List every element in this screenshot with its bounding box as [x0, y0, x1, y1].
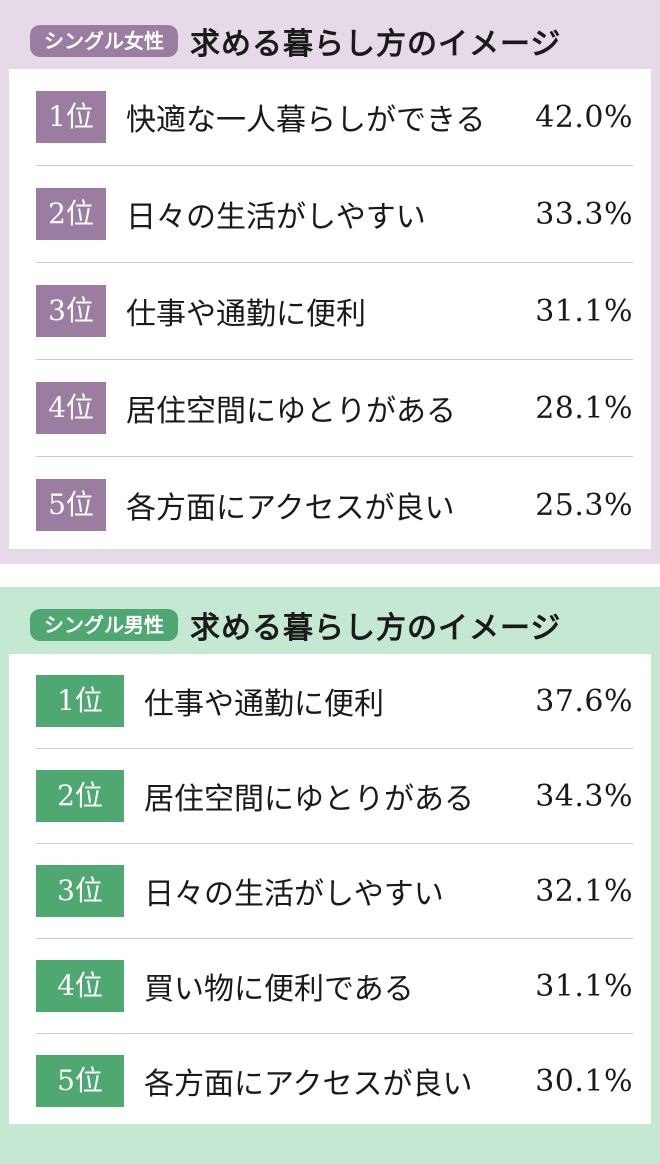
- female-rank-row: 1位 快適な一人暮らしができる 42.0%: [36, 69, 633, 166]
- rank-percent: 28.1%: [535, 390, 633, 426]
- rank-label: 仕事や通勤に便利: [144, 687, 384, 722]
- rank-percent: 31.1%: [535, 293, 633, 329]
- rank-label: 居住空間にゆとりがある: [126, 394, 456, 429]
- female-header: シングル女性 求める暮らし方のイメージ: [30, 19, 561, 63]
- rank-label: 買い物に便利である: [144, 972, 414, 1007]
- rank-label: 居住空間にゆとりがある: [144, 782, 474, 817]
- rank-percent: 33.3%: [535, 196, 633, 232]
- rank-badge: 4位: [36, 382, 106, 434]
- rank-label: 各方面にアクセスが良い: [144, 1067, 473, 1102]
- rank-badge: 1位: [36, 675, 124, 727]
- rank-percent: 30.1%: [535, 1063, 633, 1099]
- rank-percent: 34.3%: [535, 778, 633, 814]
- male-title: 求める暮らし方のイメージ: [190, 611, 562, 646]
- female-title: 求める暮らし方のイメージ: [190, 27, 562, 62]
- rank-badge: 2位: [36, 770, 124, 822]
- rank-badge: 3位: [36, 285, 106, 337]
- rank-label: 各方面にアクセスが良い: [126, 491, 455, 526]
- rank-badge: 3位: [36, 865, 124, 917]
- male-rank-row: 5位 各方面にアクセスが良い 30.1%: [36, 1034, 633, 1128]
- male-tag: シングル男性: [30, 609, 178, 641]
- female-section: シングル女性 求める暮らし方のイメージ 1位 快適な一人暮らしができる 42.0…: [0, 0, 660, 564]
- rank-label: 日々の生活がしやすい: [144, 877, 444, 912]
- female-rank-row: 5位 各方面にアクセスが良い 25.3%: [36, 457, 633, 553]
- female-tag: シングル女性: [30, 25, 178, 57]
- male-header: シングル男性 求める暮らし方のイメージ: [30, 603, 561, 647]
- rank-percent: 42.0%: [535, 99, 633, 135]
- rank-badge: 5位: [36, 1055, 124, 1107]
- rank-badge: 2位: [36, 188, 106, 240]
- rank-label: 快適な一人暮らしができる: [126, 103, 486, 138]
- rank-percent: 37.6%: [535, 683, 633, 719]
- rank-percent: 32.1%: [535, 873, 633, 909]
- male-rank-row: 4位 買い物に便利である 31.1%: [36, 939, 633, 1034]
- rank-label: 仕事や通勤に便利: [126, 297, 366, 332]
- female-rank-row: 2位 日々の生活がしやすい 33.3%: [36, 166, 633, 263]
- rank-percent: 25.3%: [535, 487, 633, 523]
- male-rank-row: 3位 日々の生活がしやすい 32.1%: [36, 844, 633, 939]
- male-ranking-list: 1位 仕事や通勤に便利 37.6% 2位 居住空間にゆとりがある 34.3% 3…: [9, 654, 651, 1124]
- male-rank-row: 2位 居住空間にゆとりがある 34.3%: [36, 749, 633, 844]
- rank-label: 日々の生活がしやすい: [126, 200, 426, 235]
- female-ranking-list: 1位 快適な一人暮らしができる 42.0% 2位 日々の生活がしやすい 33.3…: [9, 69, 651, 549]
- male-section: シングル男性 求める暮らし方のイメージ 1位 仕事や通勤に便利 37.6% 2位…: [0, 587, 660, 1164]
- rank-badge: 4位: [36, 960, 124, 1012]
- rank-percent: 31.1%: [535, 968, 633, 1004]
- male-rank-row: 1位 仕事や通勤に便利 37.6%: [36, 654, 633, 749]
- female-rank-row: 3位 仕事や通勤に便利 31.1%: [36, 263, 633, 360]
- rank-badge: 5位: [36, 479, 106, 531]
- female-rank-row: 4位 居住空間にゆとりがある 28.1%: [36, 360, 633, 457]
- rank-badge: 1位: [36, 91, 106, 143]
